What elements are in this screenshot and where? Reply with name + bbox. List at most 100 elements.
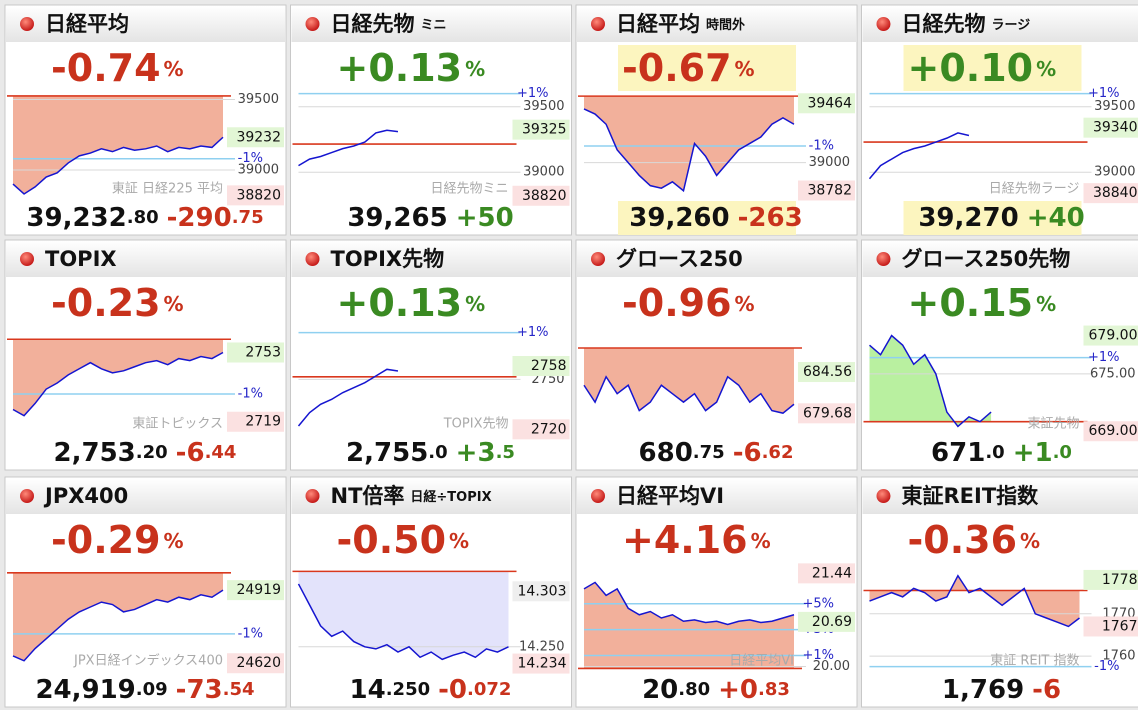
title-bar — [577, 478, 856, 514]
flag-icon — [305, 17, 320, 31]
pct-unit: % — [1020, 529, 1040, 553]
panel-title: TOPIX先物 — [331, 247, 445, 271]
title-main: 日経平均 — [616, 12, 700, 36]
title-main: 日経先物 — [331, 12, 415, 36]
price: .250 — [386, 679, 430, 700]
price-box — [1083, 616, 1138, 637]
price-box-label: 14.303 — [518, 583, 567, 599]
price-box — [512, 581, 570, 602]
panel-title: 日経先物 ミニ — [331, 12, 447, 36]
price: 20 — [642, 675, 678, 705]
price-line-text: 680.75 -6.62 — [639, 438, 794, 468]
panel: 日経先物 ラージ +0.10 % 39500 39000 +1% 日経先物ラージ 39340 38… — [861, 4, 1138, 236]
change: +50 — [456, 203, 514, 233]
flag-icon — [591, 252, 605, 266]
price-line — [868, 132, 970, 180]
panel-title: グロース250 — [616, 247, 743, 271]
change: -73 — [176, 675, 223, 705]
price-line — [12, 351, 224, 417]
price-line — [12, 589, 224, 662]
price-box-label: 1767 — [1102, 618, 1138, 634]
price-box — [798, 563, 855, 584]
price-box-label: 2758 — [531, 358, 567, 374]
panel-title: 東証REIT指数 — [902, 484, 1040, 508]
change: -290 — [167, 203, 232, 233]
pct-tick-label: +1% — [517, 325, 549, 340]
price: 680 — [639, 438, 693, 468]
change: -0 — [438, 675, 467, 705]
pct-tick-label: -1% — [238, 626, 263, 641]
pct-value: +0.10 — [908, 46, 1034, 90]
watermark: JPX日経インデックス400 — [73, 653, 223, 669]
price-box — [512, 119, 570, 140]
flag-icon — [305, 489, 320, 503]
change: +0 — [718, 675, 758, 705]
price-box-label: 38820 — [236, 187, 281, 203]
pct-tick-label: +1% — [1088, 86, 1120, 101]
panel: 日経平均 -0.74 % 39500 39000-1% 東証 日経225 平均 39232 3… — [4, 4, 287, 236]
watermark: 日経先物ミニ — [430, 182, 508, 197]
change-pct: +0.10% — [908, 46, 1057, 90]
panel: JPX400 -0.29 % -1% JPX日経インデックス400 24919 24620 2… — [4, 476, 287, 708]
price-box-label: 38782 — [807, 183, 852, 199]
area-fill — [13, 572, 223, 661]
change: .072 — [467, 679, 511, 700]
flag-icon — [876, 489, 891, 503]
price-box-label: 24620 — [236, 655, 281, 671]
panel-title: グロース250先物 — [902, 247, 1071, 271]
title-bar — [291, 6, 571, 42]
y-tick-label: 39500 — [523, 99, 564, 114]
price-box — [1083, 183, 1138, 204]
price-box — [1083, 117, 1138, 138]
price: 14 — [350, 675, 386, 705]
pct-tick-label: -1% — [809, 139, 834, 154]
change: .62 — [762, 442, 794, 463]
price-box-label: 2720 — [531, 421, 567, 437]
title-main: TOPIX先物 — [331, 247, 445, 271]
panel-title: 日経先物 ラージ — [902, 12, 1031, 36]
flag-icon — [20, 489, 34, 503]
price-box-label: 679.00 — [1089, 328, 1138, 344]
change: .54 — [223, 679, 255, 700]
price-box-label: 21.44 — [812, 565, 852, 581]
flag-icon — [20, 252, 34, 266]
title-bar — [862, 6, 1138, 42]
price: 39,260 — [629, 203, 729, 233]
title-sub: 時間外 — [706, 17, 745, 33]
price-highlight — [618, 201, 796, 235]
price-box — [227, 653, 284, 674]
y-tick-label: 14.250 — [519, 639, 565, 654]
title-bar — [862, 241, 1138, 277]
pct-tick-label: +1% — [1088, 350, 1120, 365]
price-box-label: 39325 — [522, 122, 567, 138]
price-box-label: 669.00 — [1089, 423, 1138, 439]
price-line — [869, 334, 992, 428]
area-fill — [13, 339, 223, 416]
watermark: 東証トピックス — [132, 416, 223, 432]
change: -6 — [733, 438, 762, 468]
change: .75 — [232, 207, 264, 228]
price-line-text: 39,232.80 -290.75 — [26, 203, 263, 233]
price-box-label: 39464 — [807, 95, 852, 111]
change: .83 — [758, 679, 790, 700]
title-main: 日経平均VI — [616, 484, 724, 508]
watermark: 東証 日経225 平均 — [112, 181, 223, 197]
price-highlight — [903, 201, 1082, 235]
y-tick-label: 20.00 — [813, 659, 850, 674]
title-sub: ラージ — [992, 18, 1031, 33]
title-sub: 日経÷TOPIX — [410, 489, 491, 505]
pct-value: +0.13 — [337, 46, 463, 90]
pct-tick-label: +1% — [802, 648, 834, 663]
title-main: グロース250 — [616, 247, 743, 271]
change-pct: -0.96% — [622, 281, 755, 325]
price-box — [798, 611, 855, 632]
change: .44 — [205, 442, 237, 463]
change-pct: +0.15% — [908, 281, 1057, 325]
pct-value: -0.36 — [908, 518, 1018, 562]
price-box-label: 684.56 — [803, 364, 852, 380]
pct-value: +0.15 — [908, 281, 1034, 325]
pct-unit: % — [1036, 292, 1056, 316]
price: .80 — [127, 207, 159, 228]
